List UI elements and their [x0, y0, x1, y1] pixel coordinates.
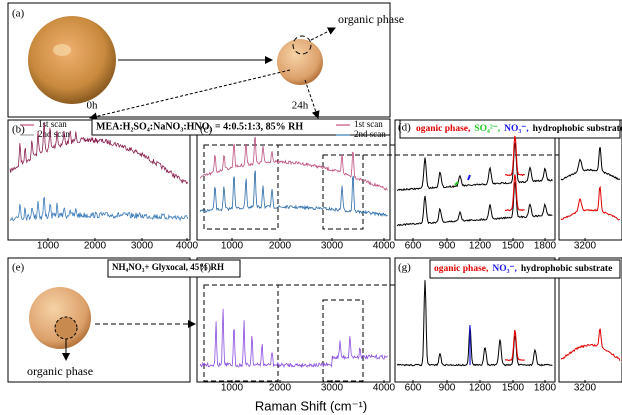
title-part: hydrophobic substrate	[533, 124, 622, 134]
panel-label: (g)	[398, 262, 411, 274]
panel-f-frame	[196, 257, 391, 383]
spectrum	[560, 328, 621, 361]
x-tick-label: 1200	[469, 241, 492, 252]
condition-box	[107, 259, 241, 278]
panel-label: (c)	[200, 124, 213, 136]
title-box	[429, 259, 621, 279]
spectrum	[505, 329, 525, 362]
organic-phase-marker	[54, 316, 78, 340]
droplet-24h	[277, 39, 323, 85]
legend-entry: 1st scan	[354, 119, 383, 129]
x-tick-label: 1000	[37, 241, 60, 252]
zoom-box	[203, 144, 279, 230]
panel-title: oganic phase, SO₄²⁻, NO₃⁻, hydrophobic subs…	[416, 124, 622, 134]
time-label: 0h	[87, 100, 99, 112]
zoom-box	[322, 154, 364, 230]
panel-label: (f)	[200, 262, 211, 274]
panel-g-frame-high	[558, 257, 622, 383]
droplet-highlight	[53, 44, 71, 56]
panel-g-frame	[394, 257, 556, 383]
x-tick-label: 4000	[373, 241, 396, 252]
spectrum	[396, 142, 553, 191]
panel-title: oganic phase, NO₃⁻, hydrophobic substrate	[434, 264, 612, 274]
condition: MEA:H₂SO₄:NaNO₃:HNO₃ = 4:0.5:1:3, 85% RH	[96, 121, 303, 132]
x-tick-label: 2000	[269, 383, 292, 394]
annotation: organic phase	[27, 364, 93, 378]
spectrum	[9, 122, 189, 185]
panel-b-frame	[7, 119, 191, 241]
legend-entry: 2nd scan	[38, 129, 70, 139]
legend-entry: 1st scan	[38, 119, 67, 129]
x-tick-label: 3200	[574, 383, 597, 394]
x-tick-label: 3000	[321, 241, 344, 252]
x-tick-label: 2000	[269, 241, 292, 252]
x-tick-label: 1800	[534, 383, 557, 394]
x-tick-label: 900	[439, 241, 456, 252]
to-c-arrow	[304, 79, 320, 119]
x-tick-label: 1500	[502, 383, 525, 394]
x-tick-label: 3000	[321, 383, 344, 394]
x-tick-label: 3000	[131, 241, 154, 252]
droplet-0h	[28, 16, 116, 104]
x-tick-label: 3200	[574, 241, 597, 252]
organic-phase-marker	[292, 35, 312, 55]
title-part: oganic phase,	[416, 124, 471, 134]
to-b-arrow	[89, 69, 291, 121]
spectrum	[9, 196, 189, 222]
time-label: 24h	[292, 100, 309, 112]
panel-a-frame	[7, 2, 391, 118]
x-tick-label: 1500	[502, 241, 525, 252]
zoom-box	[203, 284, 279, 382]
x-tick-label: 600	[405, 241, 422, 252]
x-tick-label: 2000	[84, 241, 107, 252]
panel-label: (b)	[12, 124, 25, 136]
title-part: NO₃⁻,	[492, 264, 517, 274]
marker	[454, 181, 459, 186]
title-part: oganic phase,	[434, 264, 489, 274]
x-tick-label: 600	[405, 383, 422, 394]
x-tick-label: 1200	[469, 383, 492, 394]
spectrum	[504, 135, 525, 177]
title-box	[399, 119, 621, 139]
spectrum	[199, 170, 388, 217]
spectrum	[199, 136, 388, 191]
x-tick-label: 1000	[221, 383, 244, 394]
spectrum	[560, 185, 620, 221]
x-tick-label: 4000	[176, 241, 199, 252]
annotation-arrow	[310, 27, 336, 41]
spectrum	[199, 308, 388, 369]
panel-label: (d)	[398, 122, 411, 134]
x-tick-label: 1000	[221, 241, 244, 252]
title-part: SO₄²⁻,	[474, 124, 500, 134]
x-tick-label: 900	[439, 383, 456, 394]
spectrum	[396, 280, 553, 367]
annotation: organic phase	[338, 12, 404, 26]
panel-label: (e)	[12, 262, 25, 274]
spectrum	[396, 181, 553, 227]
title-part: hydrophobic substrate	[521, 264, 612, 274]
panel-label: (a)	[12, 8, 25, 20]
spectrum	[504, 174, 525, 212]
x-tick-label: 1800	[534, 241, 557, 252]
legend-entry: 2nd scan	[354, 129, 386, 139]
x-tick-label: 4000	[373, 383, 396, 394]
zoom-box	[322, 299, 364, 382]
x-axis-label: Raman Shift (cm⁻¹)	[255, 398, 367, 413]
spectrum	[560, 146, 621, 181]
title-part: NO₃⁻,	[504, 124, 529, 134]
condition-box	[91, 118, 391, 136]
condition: NH₄NO₃+ Glyxocal, 45% RH	[112, 262, 224, 272]
droplet	[29, 287, 91, 349]
marker	[467, 174, 471, 181]
